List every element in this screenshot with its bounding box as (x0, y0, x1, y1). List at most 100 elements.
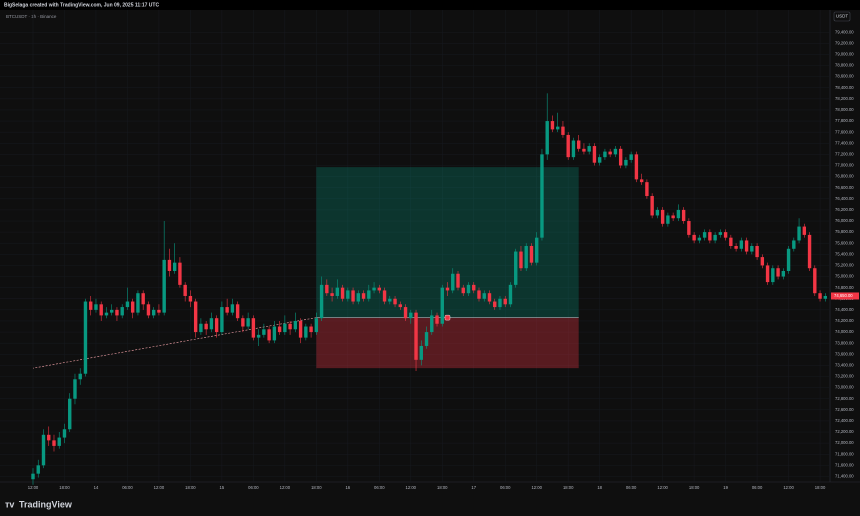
candle-body (461, 287, 465, 294)
candle-body (230, 304, 235, 313)
y-tick-label: 77,400.00 (835, 140, 854, 145)
candle-body (818, 293, 822, 299)
header-text: BigSelaga created with TradingView.com, … (4, 2, 159, 8)
candle-body (120, 307, 124, 316)
candle-body (451, 273, 455, 291)
candle-body (83, 301, 88, 374)
candle-body (314, 318, 319, 333)
position-tool (32, 167, 579, 369)
y-tick-label: 75,400.00 (835, 251, 854, 256)
candle-body (776, 268, 780, 277)
x-tick-label: 12:00 (280, 485, 291, 490)
candle-body (807, 234, 812, 269)
candle-body (650, 196, 654, 216)
candle-body (692, 234, 696, 241)
axes: 79,400.00 79,200.00 79,000.00 78,800.00 78,6… (28, 29, 859, 490)
candle-body (157, 309, 161, 313)
x-tick-label: 18:00 (437, 485, 448, 490)
candle-body (220, 307, 224, 333)
logo-icon: ᴛᴠ (5, 499, 14, 509)
candle-body (41, 434, 46, 466)
candle-body (346, 290, 350, 299)
y-tick-label: 71,800.00 (835, 451, 854, 456)
x-tick-label: 06:00 (122, 485, 133, 490)
candle-body (760, 257, 765, 266)
y-tick-label: 79,000.00 (835, 52, 854, 57)
candle-body (545, 121, 549, 155)
candle-body (115, 309, 119, 316)
y-tick-label: 72,800.00 (835, 396, 854, 401)
x-tick-label: 14 (94, 485, 99, 490)
header-bar (0, 0, 860, 10)
candle-body (456, 273, 460, 288)
candle-body (73, 379, 77, 399)
candle-body (734, 246, 738, 249)
x-tick-label: 06:00 (752, 485, 763, 490)
candle-body (388, 298, 392, 302)
candle-body (440, 287, 444, 324)
y-tick-label: 76,000.00 (835, 218, 854, 223)
y-tick-label: 74,400.00 (835, 307, 854, 312)
candle-body (561, 126, 565, 135)
candle-body (167, 259, 172, 271)
candle-body (750, 246, 754, 252)
candle-body (713, 234, 717, 241)
y-tick-label: 77,200.00 (835, 151, 854, 156)
candle-body (603, 151, 607, 158)
candle-body (241, 318, 245, 327)
candle-body (136, 293, 140, 313)
candle-body (535, 237, 539, 263)
candle-body (576, 140, 581, 149)
y-tick-label: 74,200.00 (835, 318, 854, 323)
candle-body (556, 126, 560, 130)
y-tick-label: 78,000.00 (835, 107, 854, 112)
candle-body (246, 318, 250, 327)
currency-badge[interactable] (833, 11, 851, 22)
symbol-title: BTCUSDT · 1h · Binance (6, 14, 57, 19)
y-tick-label: 72,400.00 (835, 418, 854, 423)
candle-body (729, 237, 733, 246)
y-tick-label: 79,200.00 (835, 40, 854, 45)
candle-body (204, 323, 208, 330)
candle-body (89, 301, 93, 310)
candle-body (351, 290, 355, 302)
candle-body (382, 290, 387, 302)
candle-body (393, 298, 397, 305)
last-price-label: 74,650.00 (834, 293, 853, 298)
candle-body (172, 262, 177, 271)
candle-body (47, 434, 51, 441)
y-tick-label: 71,400.00 (835, 474, 854, 479)
candle-body (31, 473, 35, 480)
candle-body (608, 151, 612, 155)
y-tick-label: 72,000.00 (835, 440, 854, 445)
candle-body (781, 270, 786, 277)
candle-body (141, 293, 145, 305)
candle-body (372, 287, 376, 291)
y-tick-label: 74,000.00 (835, 329, 854, 334)
candle-body (718, 232, 723, 235)
candle-body (403, 307, 408, 319)
candle-body (304, 326, 308, 338)
candle-body (130, 301, 135, 313)
candle-body (739, 240, 744, 249)
x-tick-label: 12:00 (28, 485, 39, 490)
y-tick-label: 73,600.00 (835, 351, 854, 356)
candle-body (571, 140, 576, 158)
candle-body (540, 154, 544, 238)
candle-body (435, 315, 439, 324)
y-tick-label: 76,400.00 (835, 196, 854, 201)
candle-body (188, 295, 193, 302)
candle-body (330, 293, 334, 296)
trade-path (32, 317, 317, 369)
candle-body (419, 345, 423, 360)
candle-body (151, 309, 156, 316)
candle-body (162, 259, 166, 313)
position-handle (444, 314, 451, 321)
candle-body (655, 209, 660, 216)
candle-body (508, 284, 513, 305)
candle-body (823, 295, 827, 299)
x-tick-label: 06:00 (248, 485, 259, 490)
candle-body (671, 215, 675, 219)
